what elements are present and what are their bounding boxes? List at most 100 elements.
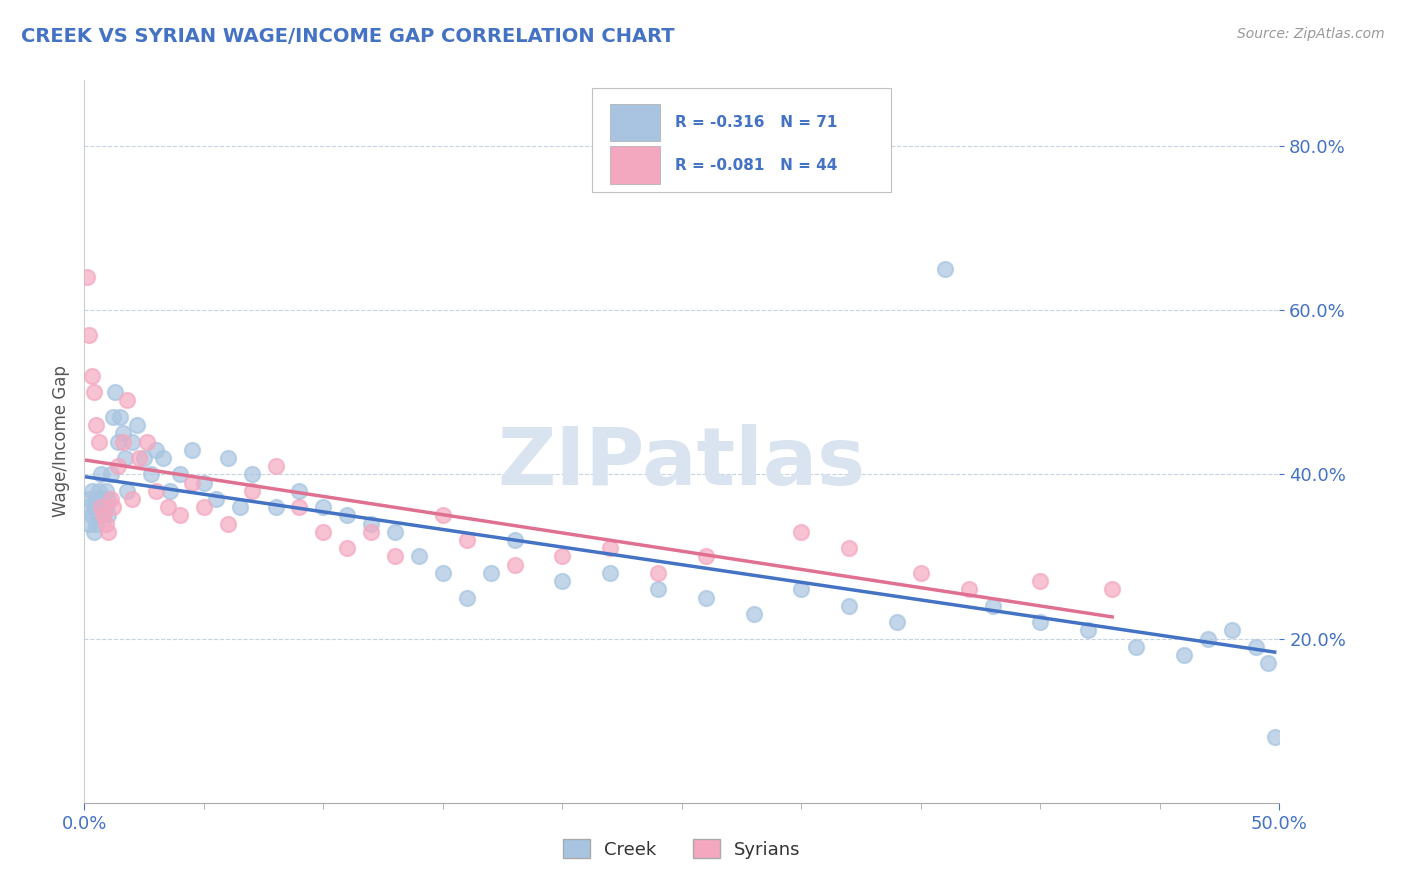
Point (264, 500, 287, 515)
Point (83, 385, 105, 400)
Point (93, 508, 115, 523)
Point (957, 582, 980, 597)
Point (647, 566, 669, 580)
Point (86, 516, 108, 531)
Point (312, 524, 335, 539)
Point (384, 524, 406, 539)
Point (80, 368, 103, 383)
Point (132, 450, 156, 465)
Point (117, 393, 139, 408)
Point (695, 591, 717, 605)
Point (87, 434, 110, 449)
Point (169, 508, 191, 523)
Point (97, 524, 120, 539)
Point (503, 558, 526, 572)
Point (503, 533, 526, 547)
Point (408, 549, 430, 564)
Point (599, 541, 621, 556)
Point (76, 270, 98, 285)
Point (121, 434, 143, 449)
Point (1197, 632, 1219, 646)
Point (336, 508, 359, 523)
Point (695, 549, 717, 564)
Point (90, 500, 112, 515)
Point (152, 450, 174, 465)
Point (1029, 574, 1052, 588)
FancyBboxPatch shape (610, 146, 661, 184)
Point (128, 450, 150, 465)
Point (90, 500, 112, 515)
Point (93, 508, 115, 523)
Point (432, 566, 454, 580)
Point (264, 459, 287, 474)
Point (135, 434, 157, 449)
Point (121, 491, 143, 506)
Point (240, 467, 263, 482)
Point (101, 409, 124, 424)
Point (384, 549, 406, 564)
Point (101, 500, 124, 515)
Text: ZIPatlas: ZIPatlas (498, 425, 866, 502)
Text: Source: ZipAtlas.com: Source: ZipAtlas.com (1237, 27, 1385, 41)
Point (86, 418, 108, 433)
Point (934, 262, 956, 277)
Point (100, 467, 122, 482)
Point (981, 599, 1004, 613)
Point (336, 541, 359, 556)
Point (217, 450, 239, 465)
Point (77, 327, 100, 342)
Point (80, 483, 103, 498)
FancyBboxPatch shape (592, 87, 891, 193)
Point (159, 483, 181, 498)
Point (107, 459, 129, 474)
Point (193, 500, 215, 515)
Point (94, 483, 117, 498)
Point (93, 491, 115, 506)
Point (551, 549, 574, 564)
Text: CREEK VS SYRIAN WAGE/INCOME GAP CORRELATION CHART: CREEK VS SYRIAN WAGE/INCOME GAP CORRELAT… (21, 27, 675, 45)
Legend: Creek, Syrians: Creek, Syrians (562, 839, 801, 859)
Point (1029, 615, 1052, 630)
Point (838, 599, 860, 613)
Point (432, 508, 454, 523)
Point (790, 524, 813, 539)
Point (90, 467, 112, 482)
Point (141, 467, 163, 482)
Point (94, 516, 117, 531)
Point (97, 491, 120, 506)
Point (1101, 582, 1123, 597)
Point (599, 566, 621, 580)
Point (83, 500, 105, 515)
Point (479, 566, 502, 580)
Point (742, 607, 765, 621)
Point (104, 385, 127, 400)
Point (83, 524, 105, 539)
Point (76, 500, 98, 515)
Point (1220, 624, 1243, 638)
Point (100, 491, 122, 506)
Point (77, 516, 100, 531)
Point (838, 541, 860, 556)
Point (456, 591, 478, 605)
Point (157, 500, 180, 515)
Point (790, 582, 813, 597)
FancyBboxPatch shape (610, 103, 661, 141)
Point (1173, 648, 1195, 662)
Point (87, 483, 110, 498)
Point (80, 508, 103, 523)
Point (456, 533, 478, 547)
Point (94, 500, 117, 515)
Point (1264, 730, 1286, 744)
Point (114, 450, 136, 465)
Point (360, 516, 382, 531)
Point (910, 566, 932, 580)
Point (1077, 624, 1099, 638)
Point (111, 434, 134, 449)
Point (193, 475, 215, 490)
Point (1125, 640, 1147, 654)
Point (77, 491, 100, 506)
Text: R = -0.081   N = 44: R = -0.081 N = 44 (675, 158, 837, 173)
Point (125, 418, 148, 433)
Text: R = -0.316   N = 71: R = -0.316 N = 71 (675, 115, 837, 130)
Point (647, 582, 669, 597)
